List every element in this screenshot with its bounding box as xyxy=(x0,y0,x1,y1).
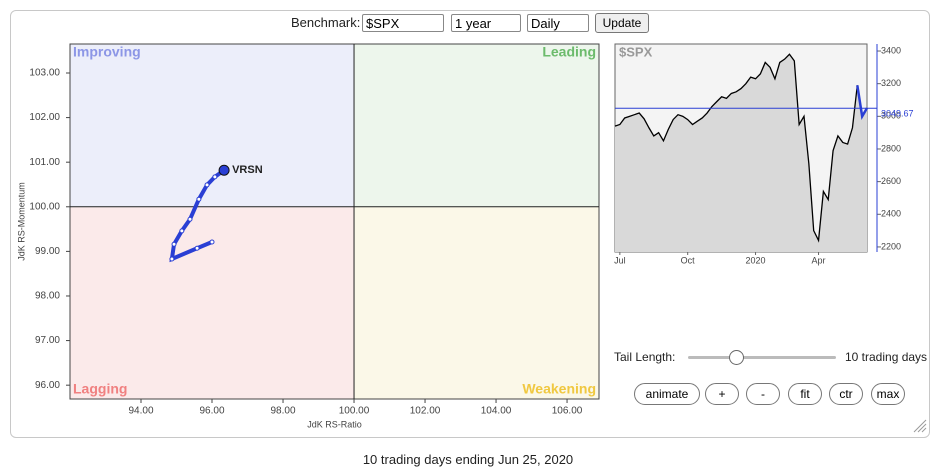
y-tick-label: 96.00 xyxy=(35,380,60,391)
quadrant-label: Improving xyxy=(73,44,141,60)
control-button[interactable]: ctr xyxy=(829,383,863,405)
y-tick-label: 2400 xyxy=(881,209,901,219)
quadrant-label: Lagging xyxy=(73,381,127,397)
benchmark-input[interactable]: $SPX xyxy=(362,14,444,32)
tail-point xyxy=(209,239,215,245)
control-button[interactable]: fit xyxy=(788,383,822,405)
slider-thumb[interactable] xyxy=(729,350,744,365)
control-button[interactable]: animate xyxy=(634,383,700,405)
y-tick-label: 2600 xyxy=(881,176,901,186)
tail-length-label: Tail Length: xyxy=(614,350,676,364)
x-tick-label: 94.00 xyxy=(128,406,153,417)
series-label: VRSN xyxy=(232,164,263,176)
y-tick-label: 3400 xyxy=(881,45,901,55)
y-tick-label: 97.00 xyxy=(35,335,60,346)
tail-point xyxy=(169,256,175,262)
quadrant xyxy=(354,206,599,399)
period-select[interactable]: 1 year xyxy=(451,14,521,32)
quadrant xyxy=(354,44,599,207)
price-line xyxy=(614,53,868,243)
slider-track[interactable] xyxy=(688,356,836,359)
tail-point xyxy=(187,216,193,222)
y-tick-label: 99.00 xyxy=(35,246,60,257)
x-tick-label: 106.00 xyxy=(552,406,583,417)
x-axis-title: JdK RS-Ratio xyxy=(307,419,362,429)
chart-title: $SPX xyxy=(619,44,653,59)
control-button[interactable]: + xyxy=(705,383,739,405)
x-tick-label: 98.00 xyxy=(271,406,296,417)
y-tick-label: 3000 xyxy=(881,111,901,121)
tail-point xyxy=(179,228,185,234)
y-axis-title: JdK RS-Momentum xyxy=(16,182,26,261)
tail-point xyxy=(196,196,202,202)
panel xyxy=(10,10,930,438)
y-tick-label: 103.00 xyxy=(29,68,60,79)
plot-border xyxy=(69,43,600,400)
resize-grip xyxy=(913,419,927,433)
x-tick-label: 2020 xyxy=(746,255,766,265)
x-tick-label: 104.00 xyxy=(481,406,512,417)
y-tick-label: 102.00 xyxy=(29,112,60,123)
price-area xyxy=(615,54,867,253)
update-button[interactable]: Update xyxy=(595,13,649,33)
y-tick-label: 2200 xyxy=(881,241,901,251)
x-tick-label: 96.00 xyxy=(199,406,224,417)
resize-grip xyxy=(921,427,927,433)
control-button[interactable]: - xyxy=(746,383,780,405)
tail-point xyxy=(171,241,177,247)
y-tick-label: 100.00 xyxy=(29,201,60,212)
tail-point xyxy=(212,174,218,180)
x-tick-label: 100.00 xyxy=(339,406,370,417)
quadrant xyxy=(70,206,355,399)
benchmark-label: Benchmark: xyxy=(291,15,361,30)
frequency-select[interactable]: Daily xyxy=(527,14,589,32)
y-tick-label: 2800 xyxy=(881,143,901,153)
tail-head xyxy=(218,164,230,176)
x-tick-label: Jul xyxy=(614,255,626,265)
tail-point xyxy=(194,245,200,251)
tail-segment xyxy=(856,85,869,120)
tail-line xyxy=(169,168,226,263)
x-tick-label: 102.00 xyxy=(410,406,441,417)
caption: 10 trading days ending Jun 25, 2020 xyxy=(362,452,574,467)
y-tick-label: 3200 xyxy=(881,78,901,88)
last-value-label: 3049.67 xyxy=(881,109,914,119)
resize-grip xyxy=(917,423,927,433)
control-button[interactable]: max xyxy=(871,383,905,405)
tail-length-value: 10 trading days xyxy=(845,350,928,364)
x-tick-label: Oct xyxy=(681,255,696,265)
quadrant-label: Weakening xyxy=(522,381,596,397)
y-tick-label: 98.00 xyxy=(35,291,60,302)
tail-point xyxy=(204,182,210,188)
quadrant-label: Leading xyxy=(542,44,596,60)
y-tick-label: 101.00 xyxy=(29,157,60,168)
x-tick-label: Apr xyxy=(812,255,826,265)
